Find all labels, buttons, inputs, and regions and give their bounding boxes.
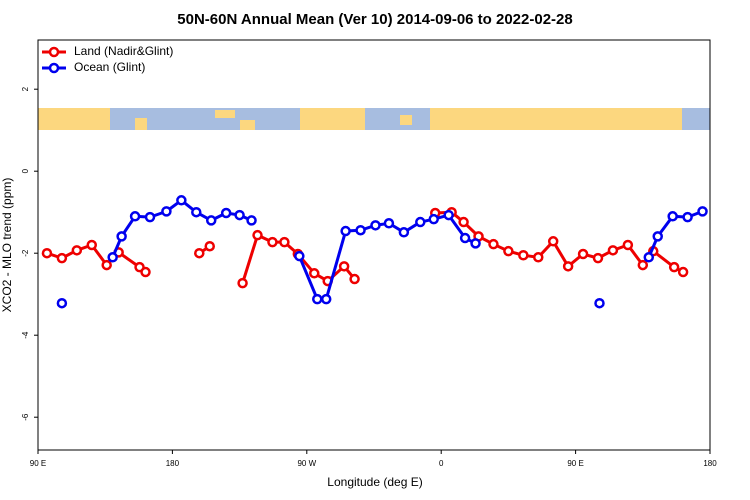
data-point <box>194 247 205 259</box>
data-point <box>191 206 202 218</box>
data-point <box>252 229 263 241</box>
data-point <box>503 245 514 257</box>
data-point <box>667 211 678 222</box>
data-point <box>643 252 655 263</box>
data-point <box>622 239 634 251</box>
data-point <box>637 259 649 271</box>
data-point <box>562 261 574 272</box>
map-land <box>215 110 235 118</box>
x-tick-label: 90 W <box>297 459 316 468</box>
data-point <box>71 245 83 256</box>
data-point <box>309 268 320 279</box>
data-point <box>547 236 559 247</box>
x-tick-label: 0 <box>439 459 444 468</box>
data-point <box>652 231 663 242</box>
data-point <box>107 252 118 263</box>
data-point <box>312 293 323 305</box>
data-point <box>370 220 381 231</box>
map-land <box>400 115 412 125</box>
x-tick-label: 180 <box>166 459 180 468</box>
data-point <box>41 247 53 259</box>
data-point <box>349 273 360 285</box>
data-point <box>518 250 529 261</box>
data-point <box>237 277 248 289</box>
data-point <box>140 266 151 278</box>
plot-frame <box>37 39 711 451</box>
data-point <box>533 252 544 263</box>
data-point <box>56 252 68 264</box>
data-point <box>488 238 499 250</box>
data-point <box>320 293 332 305</box>
map-ocean <box>682 108 710 130</box>
data-point <box>677 266 689 278</box>
map-band <box>38 108 710 130</box>
chart-title: 50N-60N Annual Mean (Ver 10) 2014-09-06 … <box>177 11 572 28</box>
data-point <box>443 209 454 221</box>
x-tick-label: 90 E <box>567 459 583 468</box>
data-point <box>682 211 693 223</box>
data-point <box>428 213 439 225</box>
data-point <box>668 261 680 273</box>
data-point <box>205 215 217 226</box>
y-tick-label: 2 <box>21 86 30 91</box>
data-point <box>267 236 278 248</box>
data-point <box>355 224 366 236</box>
series-line <box>46 210 684 284</box>
y-tick-label: -4 <box>21 331 30 339</box>
data-point <box>86 239 98 251</box>
data-point <box>594 297 605 309</box>
data-point <box>204 240 215 252</box>
legend-label: Ocean (Glint) <box>74 60 145 74</box>
y-tick-label: -2 <box>21 249 30 257</box>
legend-label: Land (Nadir&Glint) <box>74 44 173 58</box>
data-point <box>383 218 395 229</box>
data-point <box>116 231 127 242</box>
map-land <box>240 120 255 130</box>
data-point <box>340 225 351 237</box>
data-point <box>161 206 172 217</box>
x-axis-label: Longitude (deg E) <box>327 475 422 489</box>
legend-marker <box>48 62 60 74</box>
data-point <box>279 236 290 248</box>
data-point <box>234 209 245 221</box>
data-point <box>56 297 68 309</box>
data-point <box>338 261 350 272</box>
data-point <box>246 215 257 226</box>
data-point <box>458 216 469 228</box>
y-tick-label: 0 <box>21 168 30 173</box>
data-point <box>101 259 112 271</box>
y-tick-label: -6 <box>21 413 30 421</box>
data-point <box>398 227 410 238</box>
data-point <box>220 207 232 219</box>
data-point <box>697 206 708 217</box>
data-point <box>459 232 471 244</box>
data-point <box>470 238 481 249</box>
map-land <box>135 118 147 130</box>
x-tick-label: 180 <box>703 459 717 468</box>
y-axis-label: XCO2 - MLO trend (ppm) <box>0 178 14 313</box>
data-point <box>129 211 141 222</box>
map-ocean <box>365 108 430 130</box>
data-point <box>415 216 426 228</box>
data-point <box>592 252 604 264</box>
data-point <box>607 245 619 256</box>
data-point <box>144 211 156 223</box>
data-point <box>577 248 589 260</box>
data-point <box>176 195 187 206</box>
legend-marker <box>48 46 60 58</box>
data-point <box>294 250 305 262</box>
x-tick-label: 90 E <box>30 459 46 468</box>
